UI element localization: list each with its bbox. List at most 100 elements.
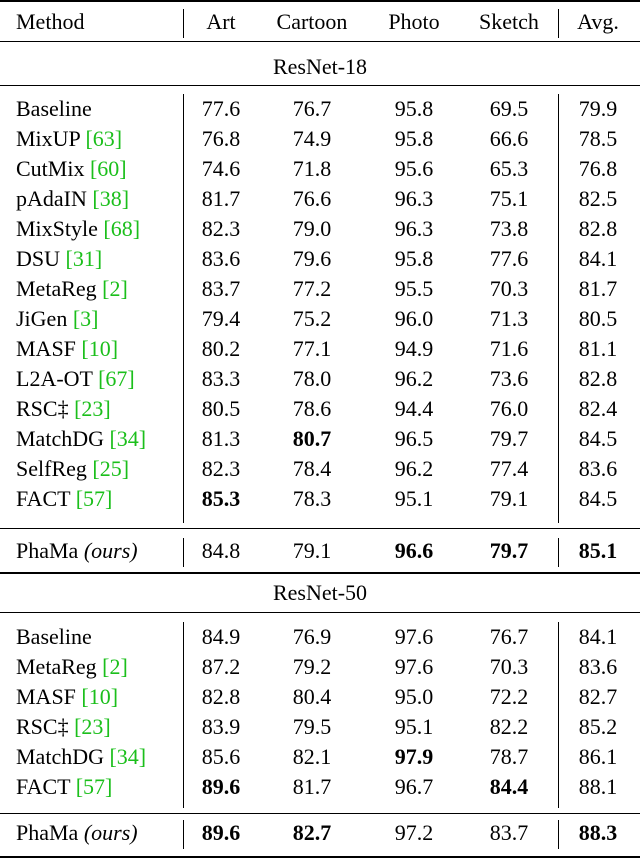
value-cartoon: 80.4 bbox=[292, 684, 332, 709]
ours-divider-1 bbox=[558, 820, 559, 849]
method-name: RSC‡ bbox=[16, 714, 75, 739]
value-cartoon: 78.4 bbox=[292, 456, 332, 481]
citation-link: [63] bbox=[85, 126, 123, 151]
method-name: SelfReg bbox=[16, 456, 93, 481]
method-label: SelfReg [25] bbox=[16, 454, 129, 484]
value-sketch: 78.7 bbox=[489, 744, 529, 769]
table-row: Baseline 77.6 76.7 95.8 69.5 79.9 bbox=[0, 94, 640, 124]
method-name: MatchDG bbox=[16, 744, 110, 769]
value-cartoon: 76.7 bbox=[292, 96, 332, 121]
section-rule bbox=[0, 612, 640, 613]
value-art: 87.2 bbox=[201, 654, 241, 679]
value-sketch: 76.0 bbox=[489, 396, 529, 421]
value-sketch: 66.6 bbox=[489, 126, 529, 151]
value-art: 83.7 bbox=[201, 276, 241, 301]
value-photo: 96.3 bbox=[394, 216, 434, 241]
method-label: JiGen [3] bbox=[16, 304, 98, 334]
table-row: MatchDG [34] 81.3 80.7 96.5 79.7 84.5 bbox=[0, 424, 640, 454]
citation-link: [31] bbox=[65, 246, 103, 271]
value-cartoon: 76.6 bbox=[292, 186, 332, 211]
value-photo: 94.9 bbox=[394, 336, 434, 361]
value-avg: 83.6 bbox=[578, 654, 618, 679]
value-sketch: 79.1 bbox=[489, 486, 529, 511]
value-photo: 95.0 bbox=[394, 684, 434, 709]
method-name: MetaReg bbox=[16, 654, 103, 679]
value-art: 85.6 bbox=[201, 744, 241, 769]
value-photo: 94.4 bbox=[394, 396, 434, 421]
method-name: pAdaIN bbox=[16, 186, 93, 211]
header-cartoon: Cartoon bbox=[276, 9, 348, 34]
ours-divider-1 bbox=[558, 538, 559, 567]
method-label: MatchDG [34] bbox=[16, 742, 146, 772]
header-sketch: Sketch bbox=[479, 9, 539, 34]
table-row: Baseline 84.9 76.9 97.6 76.7 84.1 bbox=[0, 622, 640, 652]
value-avg: 82.8 bbox=[578, 216, 618, 241]
ours-rule bbox=[0, 528, 640, 529]
value-sketch: 75.1 bbox=[489, 186, 529, 211]
citation-link: [34] bbox=[109, 744, 147, 769]
value-cartoon: 79.2 bbox=[292, 654, 332, 679]
value-avg: 82.7 bbox=[578, 684, 618, 709]
body-divider-0 bbox=[183, 622, 184, 808]
citation-link: [23] bbox=[74, 714, 111, 739]
method-name: PhaMa bbox=[16, 820, 84, 845]
header-photo: Photo bbox=[388, 9, 440, 34]
value-cartoon: 81.7 bbox=[292, 774, 332, 799]
value-avg: 80.5 bbox=[578, 306, 618, 331]
value-avg: 84.5 bbox=[578, 426, 618, 451]
value-art: 76.8 bbox=[201, 126, 241, 151]
table-row: L2A-OT [67] 83.3 78.0 96.2 73.6 82.8 bbox=[0, 364, 640, 394]
value-sketch: 79.7 bbox=[489, 426, 529, 451]
table-row: FACT [57] 89.6 81.7 96.7 84.4 88.1 bbox=[0, 772, 640, 802]
value-sketch: 70.3 bbox=[489, 276, 529, 301]
citation-link: [60] bbox=[89, 156, 127, 181]
value-photo: 97.9 bbox=[394, 744, 434, 769]
table-row-ours: PhaMa (ours) 84.8 79.1 96.6 79.7 85.1 bbox=[0, 536, 640, 566]
method-name: Baseline bbox=[16, 96, 92, 121]
value-photo: 96.2 bbox=[394, 366, 434, 391]
value-avg: 85.2 bbox=[578, 714, 618, 739]
method-name: MASF bbox=[16, 684, 82, 709]
value-avg: 84.5 bbox=[578, 486, 618, 511]
table-row: CutMix [60] 74.6 71.8 95.6 65.3 76.8 bbox=[0, 154, 640, 184]
value-cartoon: 78.0 bbox=[292, 366, 332, 391]
table-row: MetaReg [2] 87.2 79.2 97.6 70.3 83.6 bbox=[0, 652, 640, 682]
value-cartoon: 80.7 bbox=[292, 426, 332, 451]
value-art: 81.7 bbox=[201, 186, 241, 211]
value-cartoon: 74.9 bbox=[292, 126, 332, 151]
table-row: JiGen [3] 79.4 75.2 96.0 71.3 80.5 bbox=[0, 304, 640, 334]
method-label: MatchDG [34] bbox=[16, 424, 146, 454]
value-sketch: 70.3 bbox=[489, 654, 529, 679]
value-sketch: 65.3 bbox=[489, 156, 529, 181]
method-label: pAdaIN [38] bbox=[16, 184, 129, 214]
method-label: MetaReg [2] bbox=[16, 274, 128, 304]
value-avg: 82.4 bbox=[578, 396, 618, 421]
value-avg: 83.6 bbox=[578, 456, 618, 481]
method-label: FACT [57] bbox=[16, 772, 112, 802]
method-label: MixStyle [68] bbox=[16, 214, 140, 244]
method-label: Baseline bbox=[16, 94, 92, 124]
citation-link: [25] bbox=[92, 456, 130, 481]
method-name: MetaReg bbox=[16, 276, 103, 301]
value-avg: 84.1 bbox=[578, 624, 618, 649]
bottom-rule bbox=[0, 856, 640, 858]
value-sketch: 77.6 bbox=[489, 246, 529, 271]
value-art: 79.4 bbox=[201, 306, 241, 331]
table-row: DSU [31] 83.6 79.6 95.8 77.6 84.1 bbox=[0, 244, 640, 274]
table-row: pAdaIN [38] 81.7 76.6 96.3 75.1 82.5 bbox=[0, 184, 640, 214]
value-sketch: 83.7 bbox=[489, 820, 529, 845]
value-cartoon: 82.7 bbox=[292, 820, 332, 845]
value-photo: 97.6 bbox=[394, 624, 434, 649]
value-art: 82.3 bbox=[201, 216, 241, 241]
table-row: RSC‡ [23] 80.5 78.6 94.4 76.0 82.4 bbox=[0, 394, 640, 424]
value-avg: 81.1 bbox=[578, 336, 618, 361]
ours-divider-0 bbox=[183, 820, 184, 849]
value-cartoon: 77.1 bbox=[292, 336, 332, 361]
citation-link: [67] bbox=[98, 366, 135, 391]
value-art: 84.8 bbox=[201, 538, 241, 563]
table-row: FACT [57] 85.3 78.3 95.1 79.1 84.5 bbox=[0, 484, 640, 514]
value-sketch: 77.4 bbox=[489, 456, 529, 481]
value-photo: 96.3 bbox=[394, 186, 434, 211]
section-end-rule bbox=[0, 572, 640, 574]
